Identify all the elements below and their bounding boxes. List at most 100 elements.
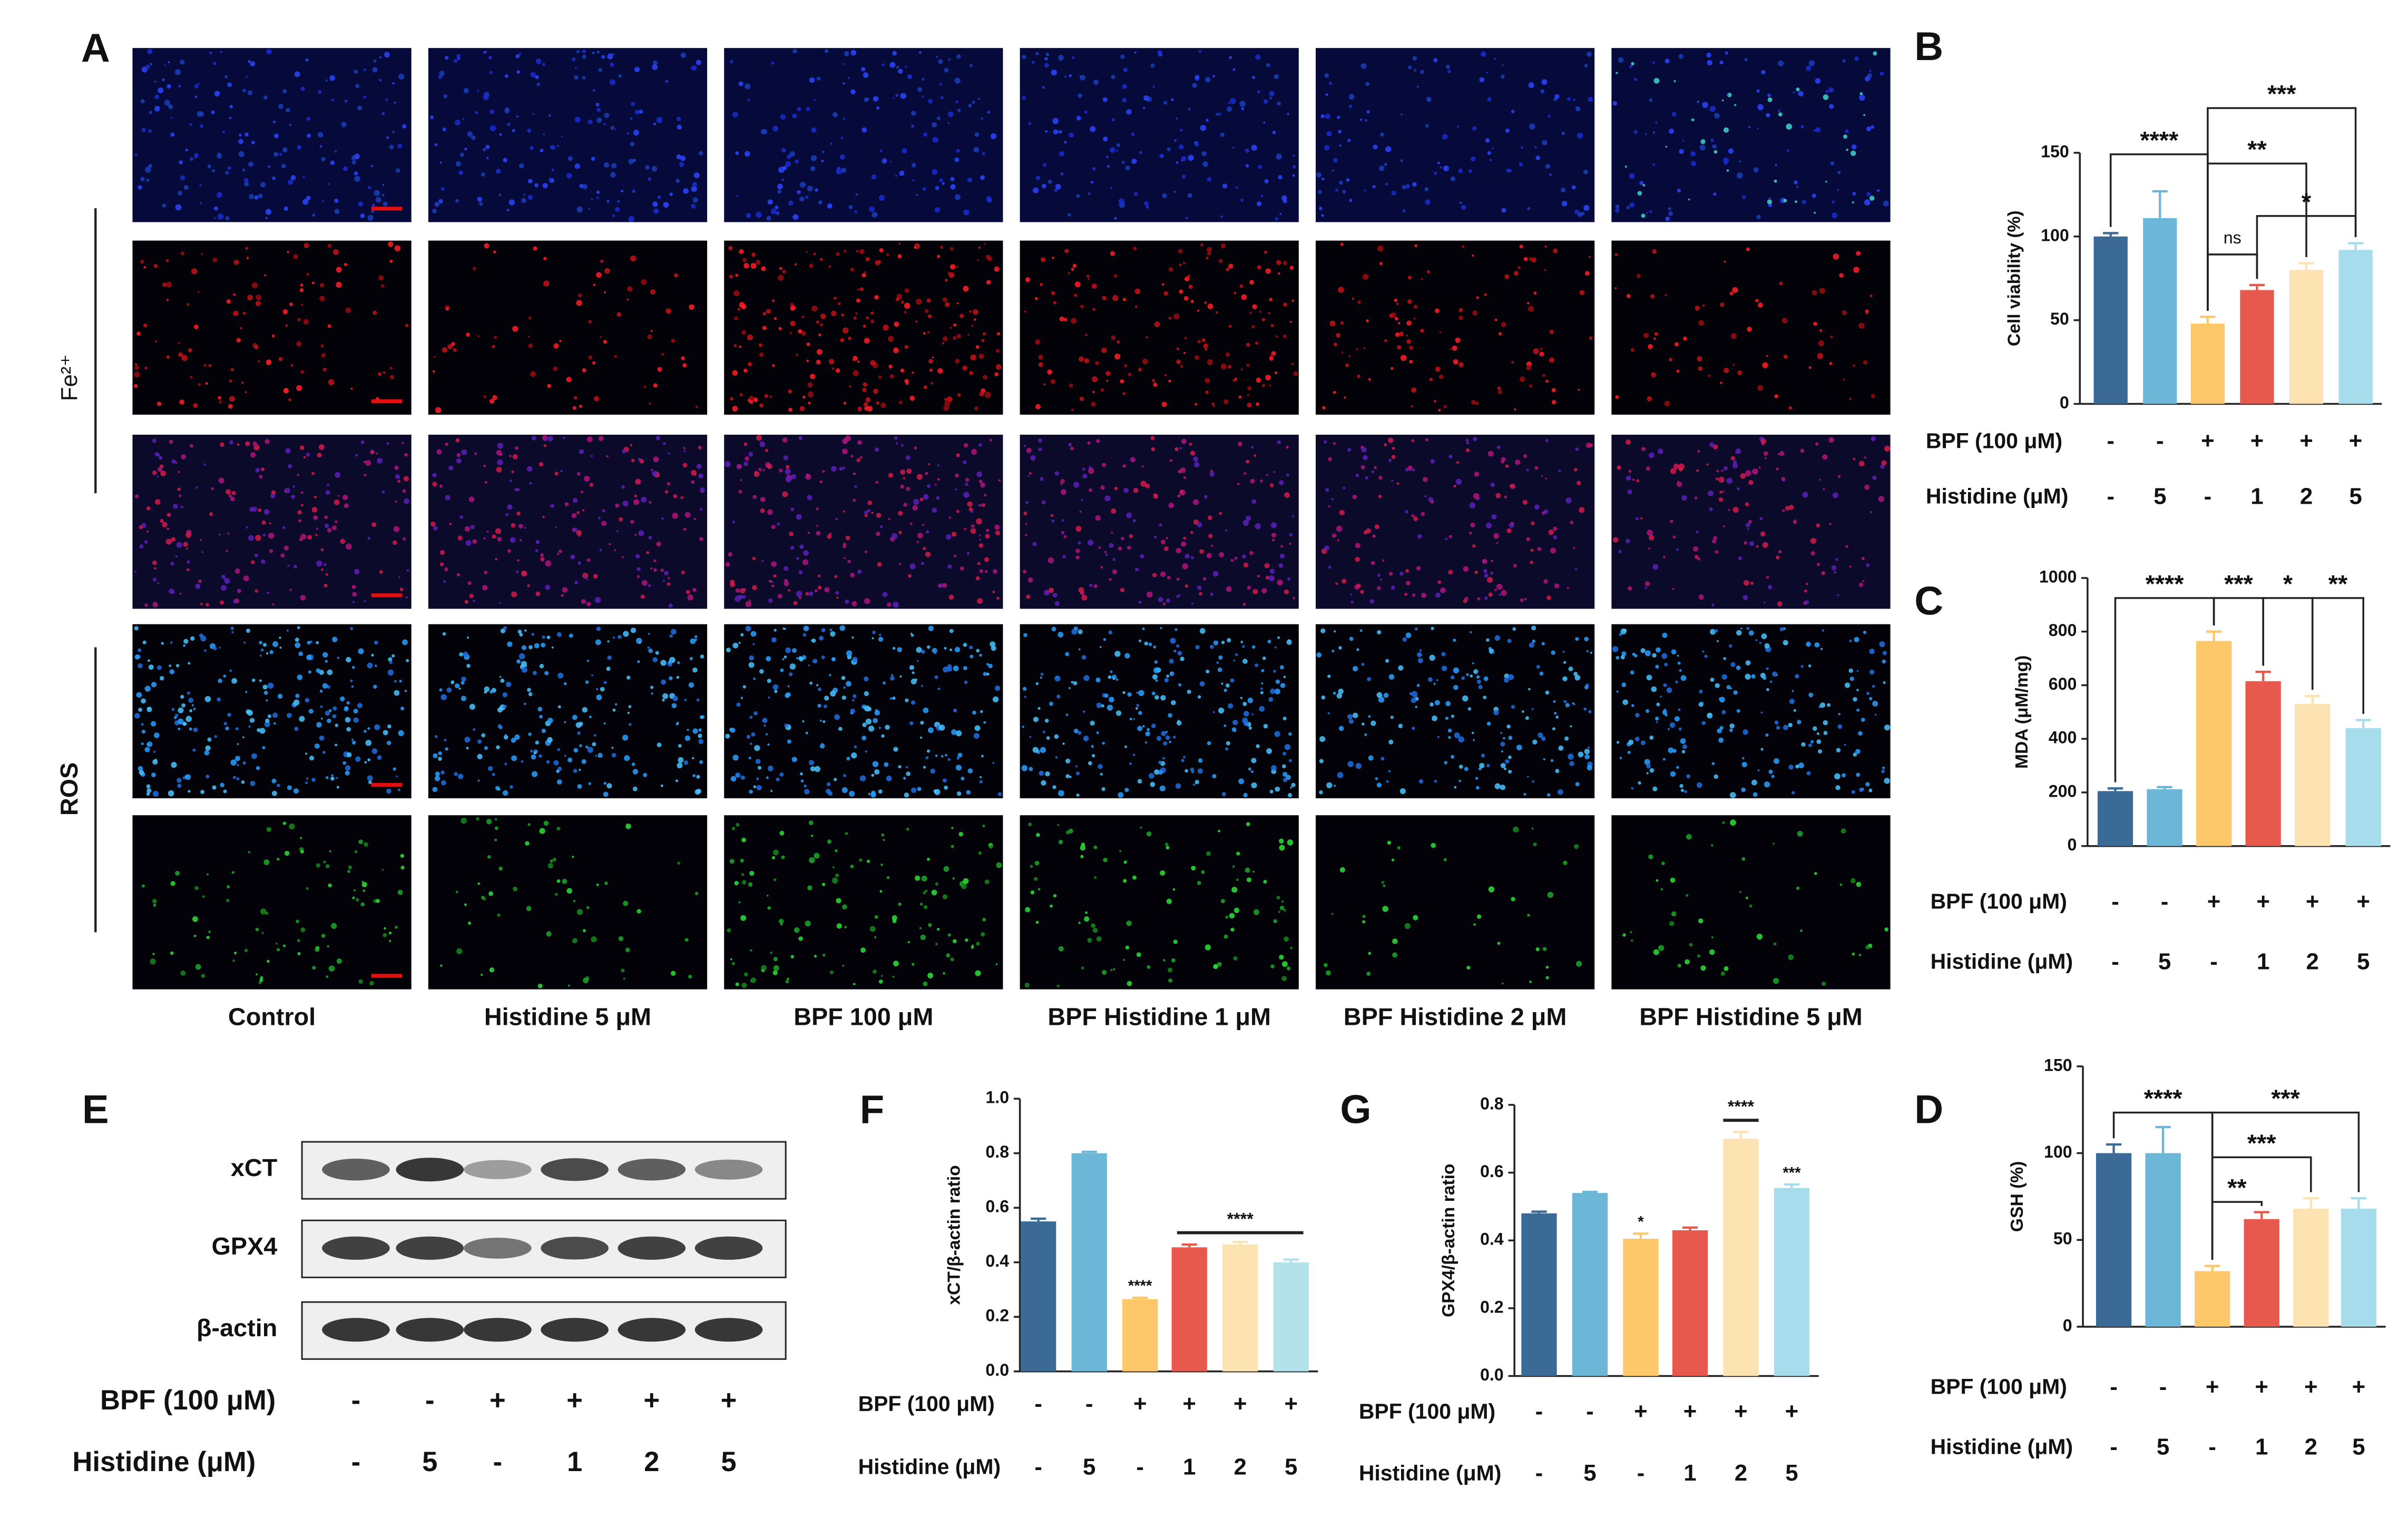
cell [1835,785,1841,790]
cell [1212,773,1217,779]
cell [994,372,999,377]
cell [1223,688,1227,692]
cell [1762,542,1768,548]
cell [212,785,217,790]
cell [603,791,609,797]
micrograph [428,48,708,222]
cell [741,982,747,988]
cell [579,184,583,188]
cell [1630,931,1632,933]
cell [287,564,290,567]
cell [300,594,306,601]
cell [1647,396,1652,401]
cell [1771,775,1775,778]
cell [1481,753,1485,758]
cell [389,366,393,370]
cell [1292,174,1295,177]
cell [1033,877,1038,881]
cell [354,569,360,574]
cell [244,181,249,187]
cell [963,209,970,216]
cell [800,772,803,776]
cell [1275,689,1277,691]
cell [848,77,850,79]
cell [588,319,592,324]
cell [1399,788,1406,795]
cell [777,183,783,190]
cell [1777,601,1783,607]
cell [1201,870,1205,874]
cell [622,500,629,507]
cell [1264,563,1270,569]
cell [328,379,335,386]
cell [1345,363,1349,367]
cell [802,633,807,637]
cell [443,580,446,583]
cell [1484,293,1487,296]
cell [1225,352,1230,357]
cell [1636,479,1640,483]
cell [1362,915,1366,918]
cell [1494,318,1497,321]
cell [657,367,662,372]
cell [1655,664,1659,669]
cell [285,448,291,454]
cell [1569,761,1574,766]
cell [1563,700,1567,703]
cell [1500,762,1506,768]
cell [1230,678,1235,683]
cell [647,646,650,649]
cell [588,782,591,785]
cell [1737,487,1740,491]
cell [1253,909,1259,915]
cell [1283,675,1286,679]
cell [1665,145,1668,148]
cell [859,287,864,291]
cell [1619,757,1622,759]
cell [484,686,490,692]
cell [596,197,599,199]
cell [904,310,907,314]
cell [1080,75,1086,81]
cell [1806,641,1811,647]
image-frame [724,815,1003,990]
cell [1363,347,1366,349]
cell [1263,879,1267,884]
cell [1545,379,1549,383]
cell [1438,408,1441,412]
cell [1381,881,1385,884]
cell [1700,965,1706,971]
cell [1160,539,1166,545]
cell [1402,637,1407,642]
cell [1197,309,1200,312]
cell [1774,394,1778,398]
cell [1858,461,1865,467]
cell [1384,443,1387,447]
cell [627,711,630,714]
cell [1197,340,1201,344]
cell [856,298,861,303]
cell [807,495,813,501]
cell [1859,92,1863,95]
cell [588,119,593,124]
cell [542,635,545,639]
cell [1669,722,1676,728]
cell [1333,158,1338,163]
cell [1095,515,1101,521]
cell [180,505,184,508]
cell [144,603,148,607]
cell [1045,771,1050,777]
cell [164,64,167,66]
micrograph [724,48,1003,222]
treatment-value: + [2352,1374,2366,1399]
cell [1182,262,1186,265]
cell [1206,119,1209,122]
cell [893,602,899,608]
cell [1482,559,1487,564]
cell [1760,672,1766,678]
cell [384,52,390,58]
cell [1500,785,1506,790]
cell [1757,769,1760,771]
cell [1371,561,1375,565]
cell [1819,288,1825,294]
